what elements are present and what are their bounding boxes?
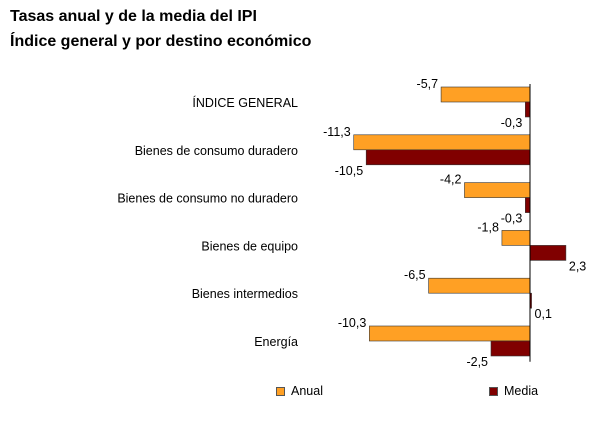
data-label-media: -0,3	[501, 212, 523, 226]
data-label-anual: -11,3	[323, 125, 351, 139]
data-label-anual: -6,5	[404, 268, 426, 282]
data-label-media: -2,5	[466, 355, 488, 369]
chart-title: Tasas anual y de la media del IPI	[10, 8, 257, 25]
bar-anual	[428, 277, 531, 294]
data-label-anual: -4,2	[440, 173, 462, 187]
bar-anual	[353, 134, 531, 151]
data-label-media: 0,1	[535, 307, 552, 321]
category-label: ÍNDICE GENERAL	[192, 95, 298, 110]
data-label-media: -0,3	[501, 116, 523, 130]
legend-swatch-media	[489, 386, 498, 396]
category-label: Bienes intermedios	[192, 287, 298, 301]
bar-media	[529, 245, 567, 261]
legend-swatch-anual	[276, 386, 285, 396]
legend-item-media: Media	[489, 384, 538, 398]
bar-media	[525, 197, 531, 213]
category-label: Bienes de equipo	[201, 239, 298, 253]
bar-anual	[464, 182, 531, 198]
data-label-anual: -5,7	[417, 77, 439, 91]
category-label: Energía	[254, 335, 298, 349]
data-label-media: -10,5	[335, 164, 364, 178]
bar-anual	[501, 230, 531, 246]
category-label: Bienes de consumo duradero	[135, 144, 298, 158]
data-label-anual: -1,8	[477, 220, 499, 234]
category-label: Bienes de consumo no duradero	[117, 192, 298, 206]
bar-media	[525, 101, 531, 118]
legend-label-media: Media	[504, 384, 539, 398]
legend-item-anual: Anual	[276, 384, 323, 398]
bar-anual	[369, 325, 531, 342]
bar-media	[365, 149, 531, 166]
chart-subtitle: Índice general y por destino económico	[10, 33, 312, 50]
data-label-media: 2,3	[569, 259, 586, 273]
legend-label-anual: Anual	[291, 384, 323, 398]
bar-media	[490, 340, 531, 357]
data-label-anual: -10,3	[338, 316, 367, 330]
bar-anual	[440, 86, 531, 103]
